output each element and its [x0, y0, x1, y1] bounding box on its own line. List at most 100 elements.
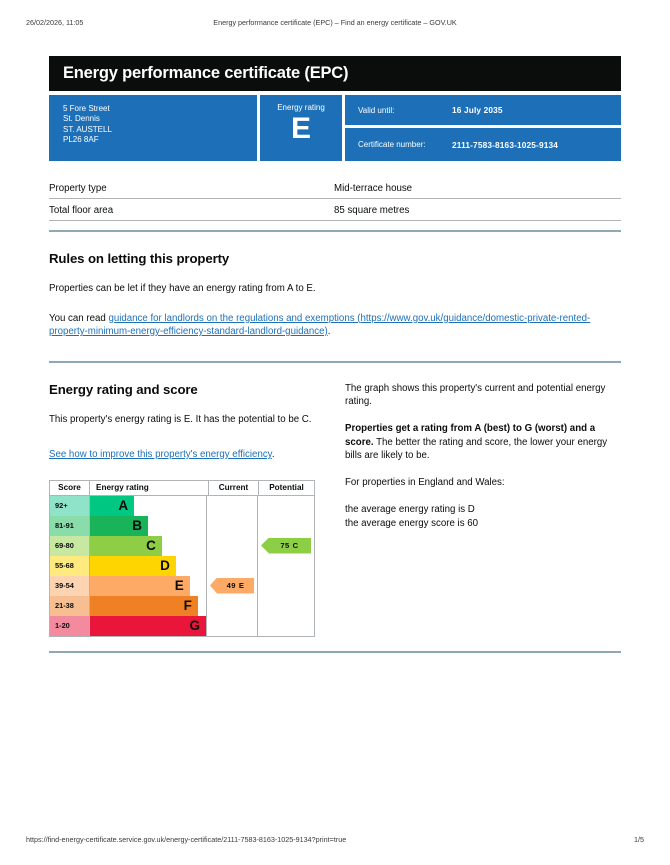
- chart-band-row: 1-20 G: [50, 615, 314, 636]
- potential-cell: [257, 555, 314, 576]
- band-bar-g: G: [90, 615, 206, 636]
- band-score-range: 39-54: [50, 575, 90, 596]
- band-letter: G: [189, 617, 200, 633]
- band-score-range: 55-68: [50, 555, 90, 576]
- band-score-range: 69-80: [50, 535, 90, 556]
- address-line-1: 5 Fore Street: [63, 104, 110, 113]
- chart-header-score: Score: [50, 480, 90, 495]
- print-footer-url: https://find-energy-certificate.service.…: [26, 835, 347, 844]
- band-bar-f: F: [90, 595, 198, 616]
- england-wales-intro: For properties in England and Wales:: [345, 477, 505, 488]
- band-letter: D: [160, 557, 170, 573]
- marker-letter: C: [292, 541, 299, 550]
- marker-score: 75: [280, 541, 290, 550]
- marker-score: 49: [226, 581, 236, 590]
- average-score-line: the average energy score is 60: [345, 517, 479, 529]
- epc-title-banner: Energy performance certificate (EPC): [49, 56, 621, 91]
- property-type-value: Mid-terrace house: [334, 183, 413, 194]
- rating-intro-text: This property's energy rating is E. It h…: [49, 413, 312, 425]
- current-cell: [206, 515, 257, 536]
- current-cell: [206, 555, 257, 576]
- address-line-2: St. Dennis: [63, 114, 100, 124]
- rating-heading: Energy rating and score: [49, 381, 198, 397]
- rating-right-column: The graph shows this property's current …: [345, 363, 621, 637]
- band-score-range: 92+: [50, 495, 90, 516]
- print-header: 26/02/2026, 11:05 Energy performance cer…: [0, 18, 670, 30]
- certificate-page: Energy performance certificate (EPC) 5 F…: [49, 56, 621, 653]
- potential-cell: [257, 495, 314, 516]
- rating-explanation-bold: Properties get a rating from A (best) to…: [345, 423, 596, 448]
- band-letter: B: [132, 517, 142, 533]
- print-footer-page: 1/5: [634, 835, 644, 844]
- letting-paragraph: Properties can be let if they have an en…: [49, 283, 316, 294]
- letting-heading: Rules on letting this property: [49, 251, 230, 266]
- total-floor-area-value: 85 square metres: [334, 205, 410, 216]
- landlord-guidance-link[interactable]: guidance for landlords on the regulation…: [49, 312, 591, 338]
- epc-rating-chart: Score Energy rating Current Potential 92…: [49, 479, 315, 637]
- energy-rating-letter: E: [290, 112, 311, 145]
- band-bar-wrapper: C: [90, 535, 206, 556]
- letting-guidance-suffix: .: [327, 326, 331, 337]
- improve-efficiency-paragraph: See how to improve this property's energ…: [49, 448, 345, 462]
- average-rating-line: the average energy rating is D: [345, 504, 475, 515]
- band-letter: F: [183, 597, 192, 613]
- band-letter: A: [118, 497, 129, 513]
- band-bar-e: E: [90, 575, 190, 596]
- chart-band-row: 21-38 F: [50, 595, 314, 616]
- band-bar-wrapper: B: [90, 515, 206, 536]
- page-title: Energy performance certificate (EPC): [63, 64, 349, 82]
- certificate-number-value: 2111-7583-8163-1025-9134: [452, 139, 559, 150]
- chart-band-row: 69-80 C 75 C: [50, 535, 314, 556]
- band-bar-wrapper: D: [90, 555, 206, 576]
- marker-letter: E: [238, 581, 245, 590]
- summary-divider-1: [257, 95, 260, 161]
- address-line-4: PL26 8AF: [63, 135, 99, 145]
- property-details-table: Property type Mid-terrace house Total fl…: [49, 177, 621, 221]
- chart-band-row: 55-68 D: [50, 555, 314, 576]
- chart-header-rating: Energy rating: [96, 482, 149, 492]
- band-bar-wrapper: G: [90, 615, 206, 636]
- band-score-range: 1-20: [50, 615, 90, 636]
- total-floor-area-label: Total floor area: [49, 205, 114, 216]
- section-divider-3: [49, 650, 621, 653]
- print-page-title: Energy performance certificate (EPC) – F…: [213, 18, 457, 27]
- certificate-number-row: Certificate number: 2111-7583-8163-1025-…: [345, 128, 621, 161]
- address-line-3: ST. AUSTELL: [63, 124, 112, 134]
- band-bar-c: C: [90, 535, 162, 556]
- section-divider-1: [49, 230, 621, 232]
- band-bar-a: A: [90, 495, 135, 516]
- letting-guidance-prefix: You can read: [49, 312, 109, 324]
- band-bar-wrapper: F: [90, 595, 206, 616]
- potential-cell: [257, 595, 314, 616]
- chart-header-row: Score Energy rating Current Potential: [50, 480, 314, 496]
- band-score-range: 81-91: [50, 515, 90, 536]
- property-address: 5 Fore Street St. Dennis ST. AUSTELL PL2…: [49, 95, 257, 161]
- chart-body: 92+ A 81-91 B 69-80 C 75 C 55-68 D 39-54 E 49 E 21-38 F…: [50, 495, 314, 636]
- rating-explanation-rest: The better the rating and score, the low…: [345, 436, 608, 462]
- summary-divider-2: [342, 95, 345, 161]
- potential-cell: 75 C: [257, 535, 314, 556]
- improve-efficiency-link[interactable]: See how to improve this property's energ…: [49, 449, 272, 460]
- graph-description: The graph shows this property's current …: [345, 382, 606, 408]
- improve-efficiency-suffix: .: [271, 449, 275, 460]
- property-type-label: Property type: [49, 183, 107, 194]
- chart-band-row: 92+ A: [50, 495, 314, 516]
- band-bar-d: D: [90, 555, 176, 576]
- letting-guidance-paragraph: You can read guidance for landlords on t…: [49, 312, 621, 339]
- certificate-meta: Valid until: 16 July 2035 Certificate nu…: [345, 95, 621, 161]
- chart-header-potential: Potential: [258, 480, 314, 495]
- valid-until-row: Valid until: 16 July 2035: [345, 95, 621, 128]
- current-cell: [206, 535, 257, 556]
- certificate-number-label: Certificate number:: [358, 140, 426, 149]
- chart-band-row: 39-54 E 49 E: [50, 575, 314, 596]
- chart-band-row: 81-91 B: [50, 515, 314, 536]
- energy-rating-section: Energy rating and score This property's …: [49, 363, 621, 637]
- potential-cell: [257, 575, 314, 596]
- current-cell: 49 E: [206, 575, 257, 596]
- valid-until-value: 16 July 2035: [452, 105, 503, 115]
- potential-cell: [257, 515, 314, 536]
- table-row: Total floor area 85 square metres: [49, 199, 621, 221]
- band-letter: E: [174, 577, 184, 593]
- chart-header-current: Current: [208, 480, 258, 495]
- potential-cell: [257, 615, 314, 636]
